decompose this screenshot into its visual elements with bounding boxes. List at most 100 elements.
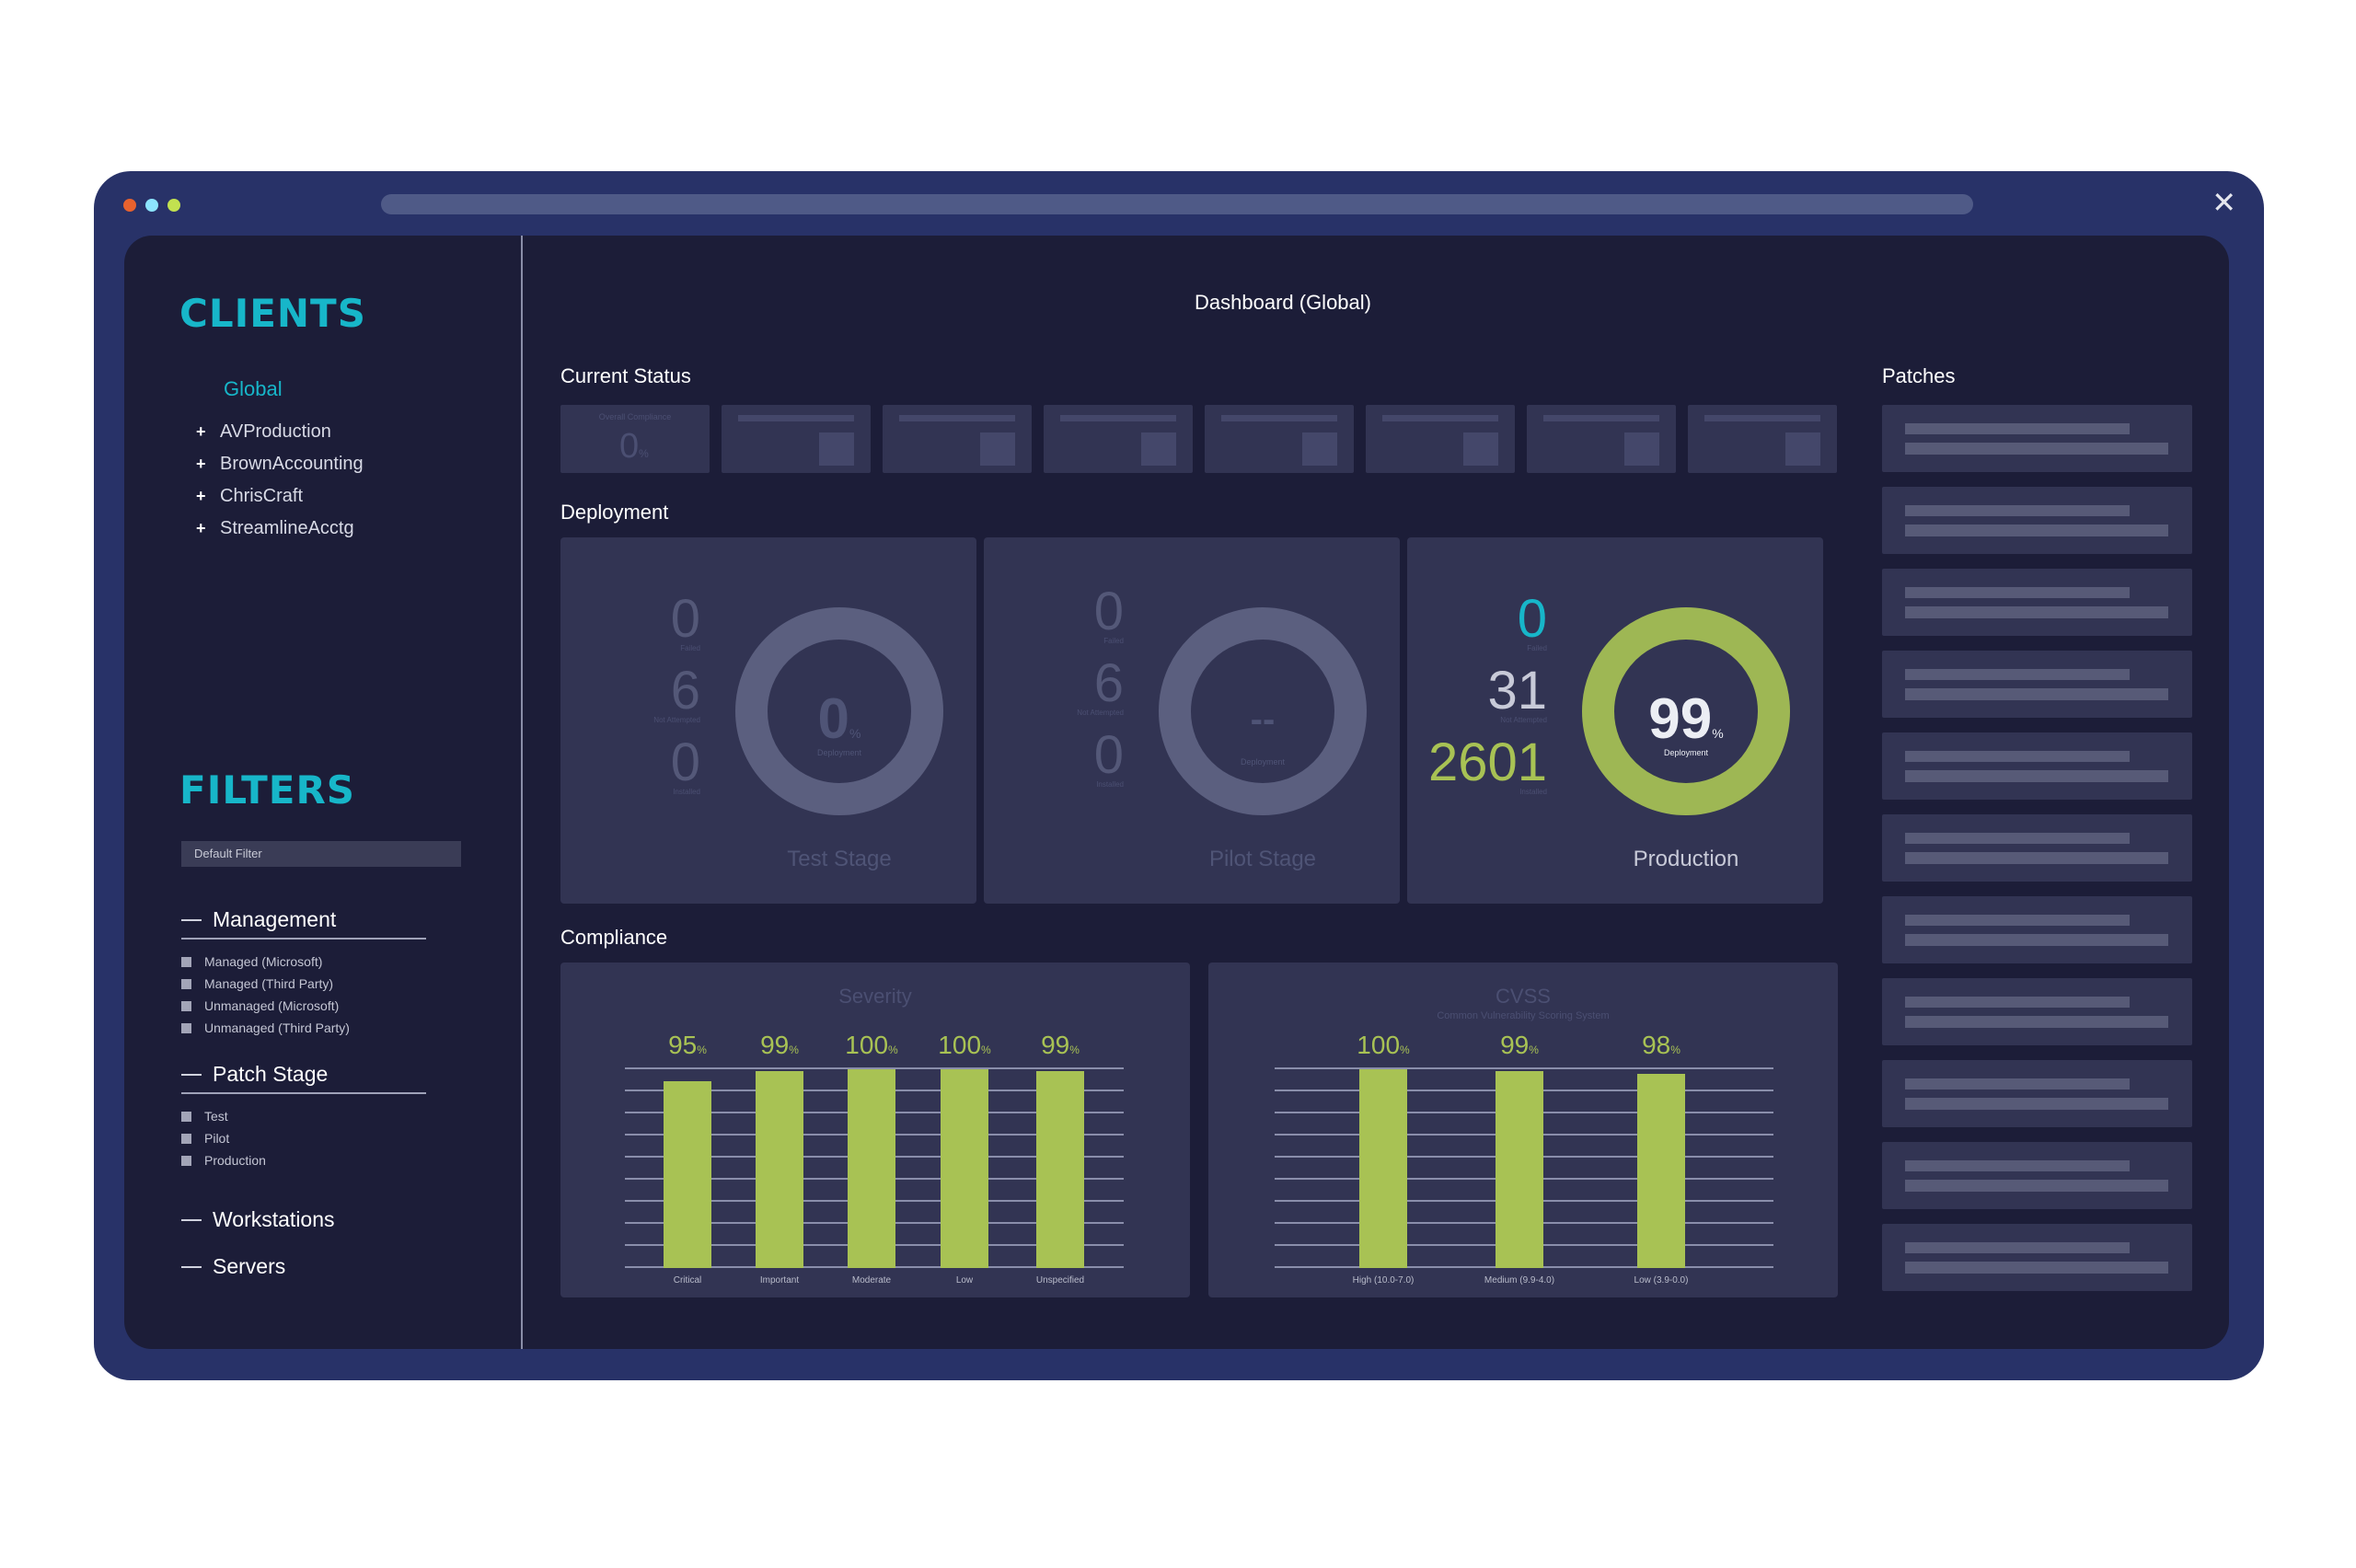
patch-item[interactable] — [1882, 1060, 2192, 1127]
status-card-overall-compliance[interactable]: Overall Compliance 0% — [560, 405, 710, 473]
client-item[interactable]: + ChrisCraft — [196, 480, 364, 513]
placeholder-line — [1905, 587, 2130, 598]
checkbox[interactable] — [181, 956, 191, 967]
filter-section-toggle[interactable]: Management — [181, 907, 426, 940]
status-card-placeholder[interactable] — [1366, 405, 1515, 473]
client-item[interactable]: + StreamlineAcctg — [196, 513, 364, 545]
checkbox[interactable] — [181, 1155, 191, 1166]
checkbox[interactable] — [181, 1133, 191, 1144]
filter-option[interactable]: Unmanaged (Microsoft) — [181, 995, 426, 1017]
percent-unit: % — [888, 1043, 898, 1056]
clients-heading: CLIENTS — [179, 291, 366, 336]
patch-item[interactable] — [1882, 978, 2192, 1045]
filter-option-label: Test — [204, 1109, 228, 1124]
percent-unit: % — [1670, 1043, 1680, 1056]
stat-label: Failed — [1103, 637, 1124, 645]
bar-low[interactable] — [941, 1069, 988, 1268]
patch-item[interactable] — [1882, 569, 2192, 636]
filters-heading: FILTERS — [179, 767, 356, 813]
status-card-placeholder[interactable] — [1205, 405, 1354, 473]
filter-option[interactable]: Pilot — [181, 1127, 426, 1149]
placeholder-line — [1905, 852, 2168, 864]
filter-select[interactable]: Default Filter — [181, 841, 461, 867]
close-icon[interactable]: ✕ — [2212, 186, 2236, 219]
patch-item[interactable] — [1882, 487, 2192, 554]
bar-important[interactable] — [756, 1071, 803, 1268]
filter-option[interactable]: Managed (Third Party) — [181, 973, 426, 995]
bar-value: 98% — [1615, 1031, 1707, 1060]
bar-low[interactable] — [1637, 1074, 1685, 1268]
current-status-title: Current Status — [560, 364, 691, 387]
filter-section-toggle[interactable]: Patch Stage — [181, 1062, 426, 1094]
patch-item[interactable] — [1882, 1224, 2192, 1291]
deployment-card-test[interactable]: 0 Failed 6 Not Attempted 0 Installed 0% Depl… — [560, 537, 976, 904]
bar-critical[interactable] — [664, 1081, 711, 1268]
collapse-dash-icon — [181, 1218, 202, 1221]
expand-plus-icon[interactable]: + — [196, 519, 206, 537]
status-card-placeholder[interactable] — [1688, 405, 1837, 473]
placeholder-bar — [899, 415, 1015, 421]
status-card-placeholder[interactable] — [722, 405, 871, 473]
window-dot-maximize[interactable] — [167, 199, 180, 212]
client-item[interactable]: + BrownAccounting — [196, 448, 364, 480]
stat-not-attempted: 6 Not Attempted — [653, 664, 700, 736]
filter-section-toggle[interactable]: Workstations — [181, 1207, 335, 1232]
bar-value-number: 100 — [938, 1031, 982, 1059]
status-card-placeholder[interactable] — [1044, 405, 1193, 473]
patch-item[interactable] — [1882, 405, 2192, 472]
placeholder-line — [1905, 1016, 2168, 1028]
client-item-global[interactable]: Global — [224, 377, 283, 400]
filter-option-label: Unmanaged (Microsoft) — [204, 998, 340, 1013]
cvss-chart: CVSS Common Vulnerability Scoring System… — [1208, 963, 1838, 1297]
donut-chart: 99% Deployment — [1582, 607, 1790, 815]
filter-section-toggle[interactable]: Servers — [181, 1254, 285, 1279]
patch-list — [1882, 405, 2192, 1306]
expand-plus-icon[interactable]: + — [196, 487, 206, 505]
status-card-placeholder[interactable] — [883, 405, 1032, 473]
patch-item[interactable] — [1882, 732, 2192, 800]
placeholder-block — [1141, 432, 1176, 466]
stat-value: 0 — [670, 732, 700, 792]
filter-section-patch-stage: Patch Stage Test Pilot Production — [181, 1062, 426, 1171]
bar-moderate[interactable] — [848, 1069, 895, 1268]
bar-value: 100% — [826, 1031, 918, 1060]
percent-unit: % — [697, 1043, 707, 1056]
stat-label: Not Attempted — [653, 716, 700, 724]
address-bar[interactable] — [381, 194, 1973, 214]
placeholder-line — [1905, 1078, 2130, 1090]
chart-title: CVSS — [1496, 985, 1551, 1008]
filter-option[interactable]: Test — [181, 1105, 426, 1127]
patches-title: Patches — [1882, 364, 1956, 387]
client-item[interactable]: + AVProduction — [196, 416, 364, 448]
patch-item[interactable] — [1882, 814, 2192, 882]
window-dot-close[interactable] — [123, 199, 136, 212]
expand-plus-icon[interactable]: + — [196, 422, 206, 441]
expand-plus-icon[interactable]: + — [196, 455, 206, 473]
filter-option[interactable]: Managed (Microsoft) — [181, 951, 426, 973]
checkbox[interactable] — [181, 1000, 191, 1011]
bar-high[interactable] — [1359, 1069, 1407, 1268]
patch-item[interactable] — [1882, 651, 2192, 718]
deployment-title: Deployment — [560, 501, 669, 524]
checkbox[interactable] — [181, 1111, 191, 1122]
checkbox[interactable] — [181, 978, 191, 989]
stat-installed: 2601 Installed — [1428, 736, 1547, 808]
placeholder-bar — [1382, 415, 1498, 421]
bar-medium[interactable] — [1496, 1071, 1543, 1268]
status-card-placeholder[interactable] — [1527, 405, 1676, 473]
deployment-card-pilot[interactable]: 0 Failed 6 Not Attempted 0 Installed -- Depl… — [984, 537, 1400, 904]
filter-section-title: Patch Stage — [213, 1062, 329, 1086]
window-dot-minimize[interactable] — [145, 199, 158, 212]
filter-option-label: Managed (Third Party) — [204, 976, 334, 991]
deployment-card-production[interactable]: 0 Failed 31 Not Attempted 2601 Installed 99… — [1407, 537, 1823, 904]
checkbox[interactable] — [181, 1022, 191, 1033]
placeholder-line — [1905, 1262, 2168, 1274]
patch-item[interactable] — [1882, 896, 2192, 963]
bar-value: 99% — [1473, 1031, 1565, 1060]
filter-option[interactable]: Production — [181, 1149, 426, 1171]
bar-value-number: 98 — [1642, 1031, 1671, 1059]
patch-item[interactable] — [1882, 1142, 2192, 1209]
filter-option[interactable]: Unmanaged (Third Party) — [181, 1017, 426, 1039]
bar-unspecified[interactable] — [1036, 1071, 1084, 1268]
stat-value: 6 — [670, 661, 700, 721]
